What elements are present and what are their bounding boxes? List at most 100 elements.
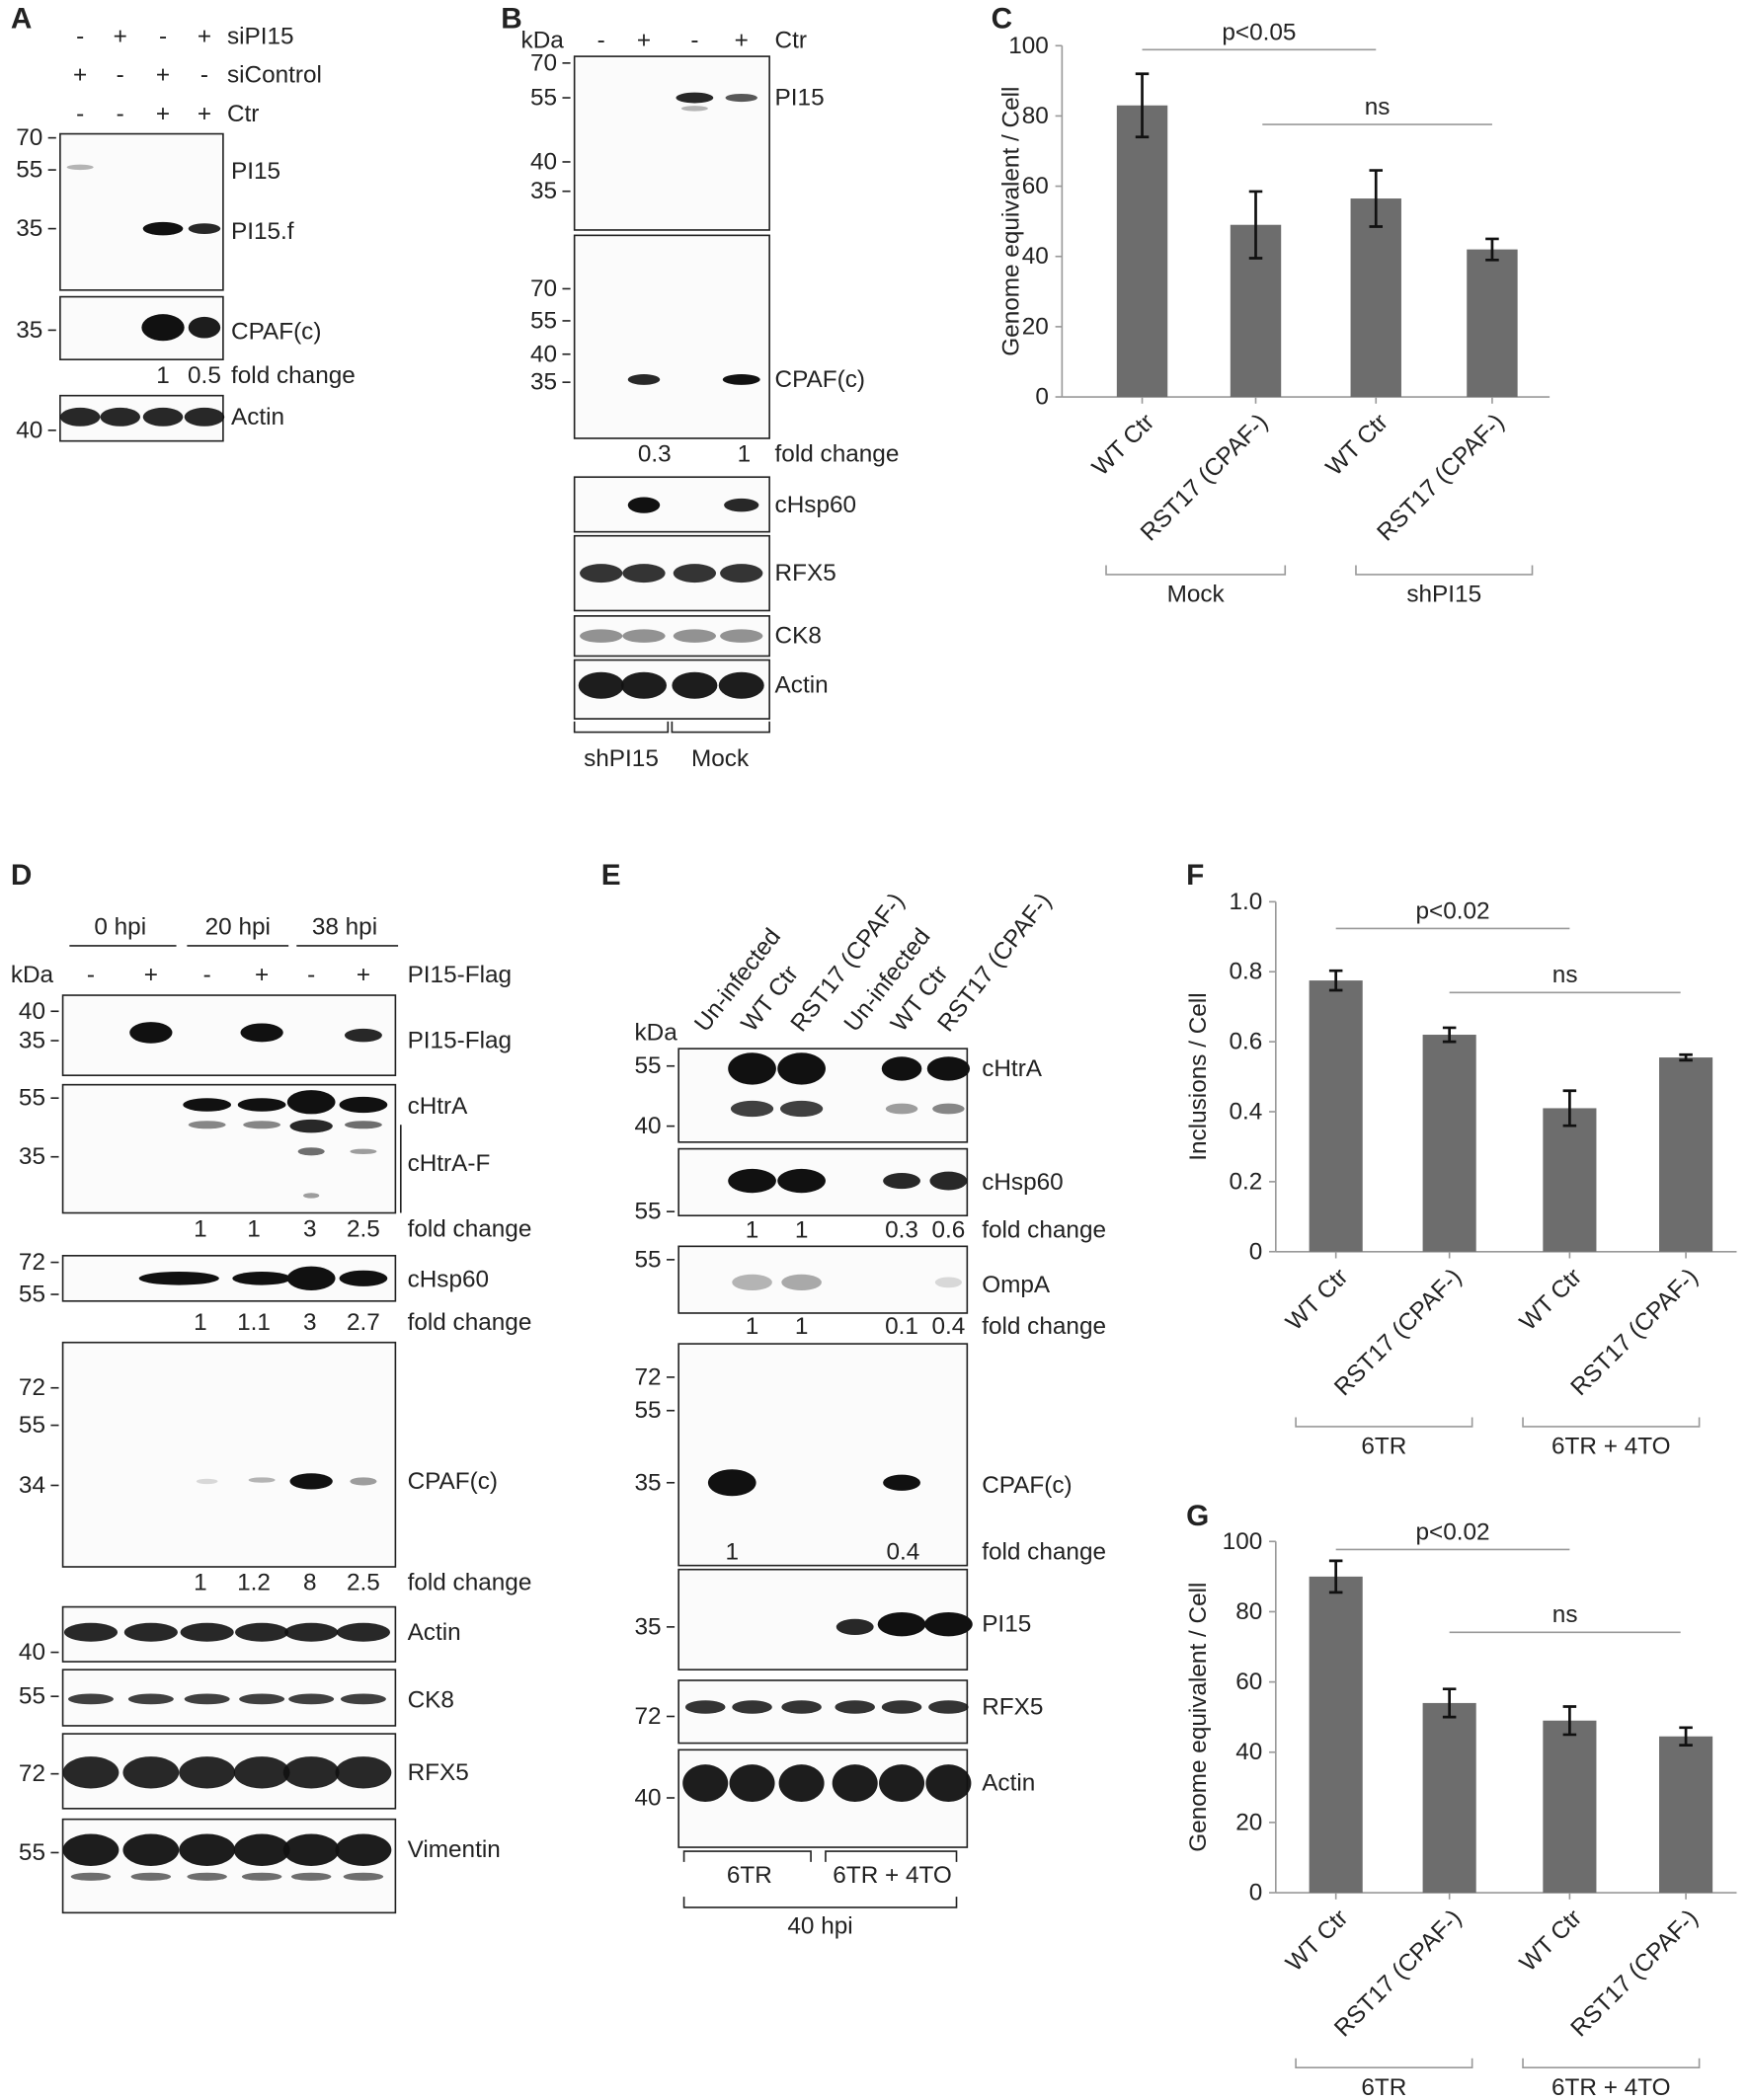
blot-band [286, 1266, 336, 1290]
y-tick-label: 1.0 [1229, 889, 1262, 915]
lane-label: RST17 (CPAF-) [932, 889, 1057, 1037]
bar [1422, 1035, 1476, 1252]
blot-band [620, 671, 667, 699]
sign: - [76, 23, 84, 49]
blot-band [288, 1693, 335, 1705]
blot-box [677, 1568, 969, 1671]
fold-change: 0.5 [188, 362, 221, 389]
timepoint-label: 0 hpi [94, 914, 146, 941]
blot-band [672, 671, 718, 699]
x-tick-label: RST17 (CPAF-) [1372, 409, 1509, 546]
mw-marker: 35 [530, 369, 557, 396]
blot-band [883, 1474, 920, 1491]
blot-band [233, 1756, 290, 1789]
mw-marker: 72 [19, 1374, 45, 1401]
bar [1309, 1576, 1363, 1894]
blot-band [932, 1103, 965, 1115]
timepoint-label: 38 hpi [312, 914, 377, 941]
blot-band [290, 1872, 332, 1881]
mw-marker: 35 [635, 1613, 662, 1640]
sign: - [597, 27, 605, 53]
band-label: Actin [775, 672, 829, 699]
blot-band [925, 1764, 972, 1803]
sign: - [200, 62, 208, 89]
bar [1659, 1736, 1713, 1894]
fold-change: 1 [725, 1539, 739, 1566]
significance-label: ns [1552, 962, 1578, 988]
blot-band [728, 1168, 776, 1194]
group-label: shPI15 [1406, 582, 1481, 608]
mw-marker: 40 [19, 998, 45, 1025]
blot-band [627, 374, 661, 385]
fold-change: 8 [303, 1570, 317, 1596]
mw-marker: 55 [635, 1246, 662, 1273]
blot-band [142, 407, 184, 427]
y-tick-label: 0 [1249, 1880, 1263, 1906]
blot-band [580, 564, 623, 583]
fold-change: 0.3 [638, 441, 672, 468]
y-tick-label: 100 [1223, 1528, 1263, 1555]
error-bar [1442, 1687, 1457, 1719]
blot-box [61, 1818, 397, 1914]
blot-band [627, 497, 661, 513]
blot-band [184, 407, 225, 427]
blot-band [778, 1764, 825, 1803]
y-tick-label: 80 [1022, 103, 1049, 129]
blot-band [142, 221, 184, 236]
band-label: RFX5 [775, 560, 836, 586]
y-tick-label: 20 [1235, 1809, 1262, 1835]
band-label: Actin [982, 1770, 1035, 1797]
bracket [682, 1897, 958, 1908]
y-tick-label: 100 [1008, 33, 1049, 59]
sign: + [114, 23, 127, 49]
fold-change: 0.4 [931, 1313, 965, 1340]
mw-marker: 40 [635, 1784, 662, 1811]
blot-band [781, 1700, 822, 1714]
blot-band [732, 1700, 772, 1714]
blot-band [924, 1611, 973, 1637]
blot-band [885, 1103, 918, 1115]
band-label: PI15.f [231, 218, 294, 245]
mw-marker: 72 [19, 1249, 45, 1276]
sign: + [156, 101, 170, 127]
significance-label: p<0.05 [1222, 19, 1296, 45]
group-label: Mock [1167, 582, 1226, 608]
sign: - [159, 23, 167, 49]
blot-band [240, 1023, 283, 1043]
blot-band [718, 671, 764, 699]
blot-band [835, 1618, 874, 1635]
blot-band [881, 1056, 922, 1081]
mw-marker: 35 [19, 1028, 45, 1054]
blot-band [777, 1168, 826, 1194]
blot-band [724, 498, 759, 512]
band-label: cHsp60 [408, 1267, 490, 1293]
blot-band [289, 1119, 333, 1133]
y-tick-label: 60 [1235, 1669, 1262, 1695]
mw-marker: 55 [530, 307, 557, 334]
error-bar [1328, 1559, 1343, 1594]
mw-marker: 55 [19, 1412, 45, 1439]
y-tick-label: 40 [1235, 1739, 1262, 1765]
blot-band [725, 93, 757, 103]
fold-change: 1 [738, 441, 752, 468]
mw-marker: 35 [635, 1469, 662, 1496]
blot-band [241, 1872, 282, 1881]
fold-change: 1 [194, 1309, 207, 1336]
blot-band [350, 1148, 377, 1155]
blot-band [297, 1147, 325, 1156]
y-tick-label: 80 [1235, 1598, 1262, 1625]
mw-marker: 55 [19, 1085, 45, 1112]
fold-label: fold change [408, 1215, 532, 1242]
band-label: cHtrA-F [408, 1150, 491, 1177]
blot-band [928, 1700, 969, 1714]
blot-box [61, 994, 397, 1077]
band-label: CK8 [408, 1687, 454, 1714]
blot-box [573, 615, 770, 658]
bracket [671, 721, 770, 734]
bar [1543, 1108, 1597, 1252]
mw-marker: 55 [19, 1839, 45, 1866]
blot-band [728, 1052, 776, 1085]
band-label: Vimentin [408, 1836, 501, 1863]
blot-band [781, 1274, 822, 1290]
blot-box [677, 1245, 969, 1314]
